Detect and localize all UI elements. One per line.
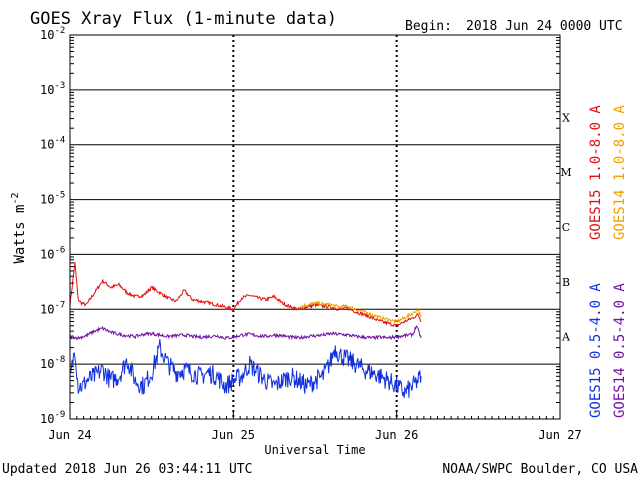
y-tick-label-7: 10-9 [40,410,65,426]
series-line-2 [69,338,422,398]
y-tick-label-2: 10-4 [40,136,65,152]
y-tick-label-1: 10-3 [40,81,65,97]
begin-label: Begin: [405,19,452,34]
legend-goes14-long: GOES14 1.0-8.0 A [612,105,628,240]
x-tick-label-1: Jun 25 [212,428,255,442]
x-tick-labels: Jun 24 Jun 25 Jun 26 Jun 27 [48,412,582,442]
legend-goes15-short: GOES15 0.5-4.0 A [588,283,604,418]
x-tick-label-3: Jun 27 [538,428,581,442]
y-tick-label-0: 10-2 [40,26,65,42]
x-axis-label: Universal Time [264,443,365,457]
legend-goes14-short: GOES14 0.5-4.0 A [612,283,628,418]
y-tick-labels: 10-2 10-3 10-4 10-5 10-6 10-7 10-8 10-9 [40,26,560,426]
y-axis-label: Watts m-2 [10,192,28,263]
y-tick-label-4: 10-6 [40,245,65,261]
legend-goes15-long: GOES15 1.0-8.0 A [588,105,604,240]
flare-class-x: X [562,111,570,124]
credit-text: NOAA/SWPC Boulder, CO USA [442,462,638,477]
x-tick-label-0: Jun 24 [48,428,91,442]
x-tick-label-2: Jun 26 [375,428,418,442]
updated-timestamp: Updated 2018 Jun 26 03:44:11 UTC [2,462,252,477]
y-tick-label-3: 10-5 [40,191,65,207]
flare-class-m: M [560,166,571,179]
flare-class-labels: X M C B A [560,111,571,343]
series-line-0 [69,262,422,328]
flare-class-a: A [561,331,571,344]
chart-title: GOES Xray Flux (1-minute data) [30,9,337,29]
y-tick-label-5: 10-7 [40,300,65,316]
series-line-1 [298,299,422,324]
series-line-3 [69,325,422,341]
y-tick-label-6: 10-8 [40,355,65,371]
flare-class-c: C [562,221,570,234]
grid-lines [70,35,560,419]
begin-value: 2018 Jun 24 0000 UTC [466,19,623,34]
flare-class-b: B [562,276,570,289]
series-group [69,262,422,398]
